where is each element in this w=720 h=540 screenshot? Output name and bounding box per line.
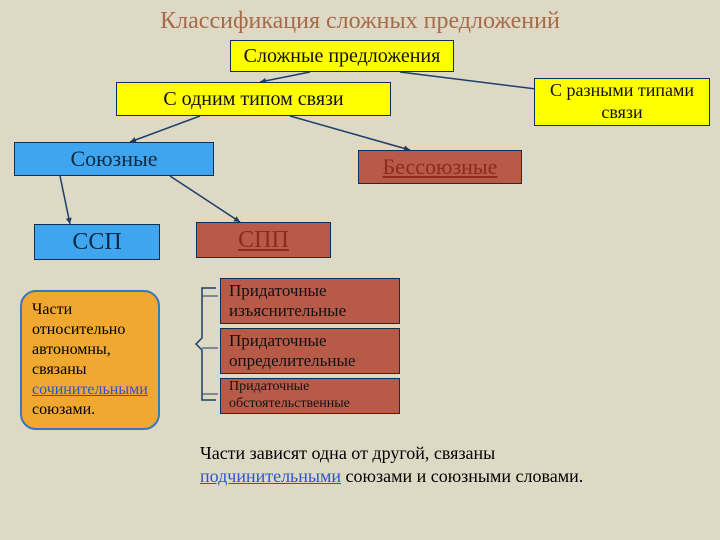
ssp-desc-post: союзами. xyxy=(32,401,95,418)
spp-desc-pre: Части зависят одна от другой, связаны xyxy=(200,443,495,463)
node-union: Союзные xyxy=(14,142,214,176)
node-sub1: Придаточные изъяснительные xyxy=(220,278,400,324)
page-title: Классификация сложных предложений xyxy=(0,8,720,35)
spp-desc-link: подчинительными xyxy=(200,466,341,486)
node-spp: СПП xyxy=(196,222,331,258)
node-sub2: Придаточные определительные xyxy=(220,328,400,374)
spp-description: Части зависят одна от другой, связаны по… xyxy=(200,442,610,487)
node-many-type: С разными типами связи xyxy=(534,78,710,126)
node-one-type: С одним типом связи xyxy=(116,82,391,116)
node-sub3: Придаточные обстоятельственные xyxy=(220,378,400,414)
ssp-description: Части относительно автономны, связаны со… xyxy=(20,290,160,430)
spp-desc-post: союзами и союзными словами. xyxy=(341,466,583,486)
node-no-union: Бессоюзные xyxy=(358,150,522,184)
ssp-desc-pre: Части относительно автономны, связаны xyxy=(32,301,125,378)
node-ssp: ССП xyxy=(34,224,160,260)
node-root: Сложные предложения xyxy=(230,40,454,72)
ssp-desc-link: сочинительными xyxy=(32,381,148,398)
